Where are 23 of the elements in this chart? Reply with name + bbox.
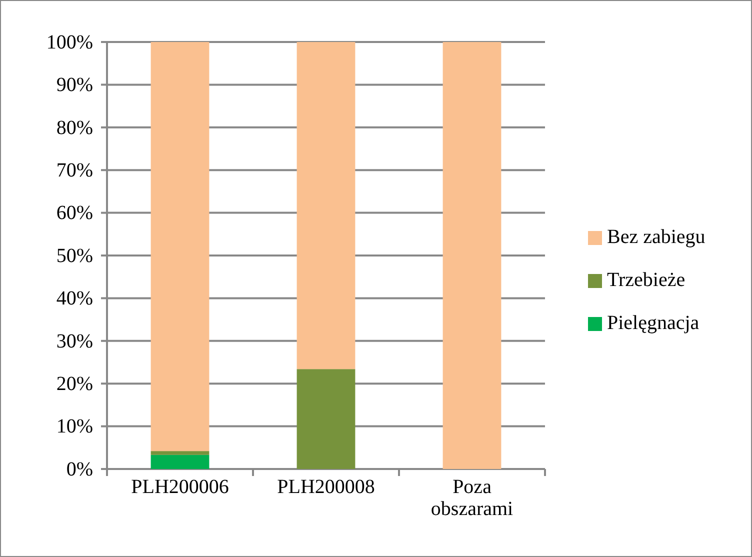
y-tick-label: 10% — [56, 416, 93, 438]
y-tick-label: 80% — [56, 116, 93, 139]
x-tick-label: Poza obszarami — [430, 476, 514, 520]
y-tick-label: 70% — [56, 160, 93, 182]
y-tick-label: 90% — [56, 74, 93, 96]
bar — [296, 369, 356, 469]
y-tick-label: 50% — [56, 244, 93, 267]
bar — [296, 42, 356, 370]
legend-label: Pielęgnacja — [607, 312, 700, 334]
bar — [150, 454, 210, 469]
bar — [442, 42, 502, 469]
x-tick-label: PLH200008 — [277, 476, 375, 498]
y-tick-label: 20% — [56, 373, 93, 395]
x-tick-label: PLH200006 — [131, 476, 229, 498]
y-tick-label: 30% — [56, 330, 93, 352]
y-tick-label: 0% — [66, 458, 93, 480]
bar — [150, 451, 210, 455]
bar — [150, 42, 210, 452]
y-tick-label: 60% — [56, 202, 93, 224]
legend-label: Bez zabiegu — [607, 226, 706, 248]
y-tick-label: 100% — [46, 31, 93, 54]
y-tick-label: 40% — [56, 288, 93, 310]
legend-label: Trzebieże — [607, 269, 686, 291]
